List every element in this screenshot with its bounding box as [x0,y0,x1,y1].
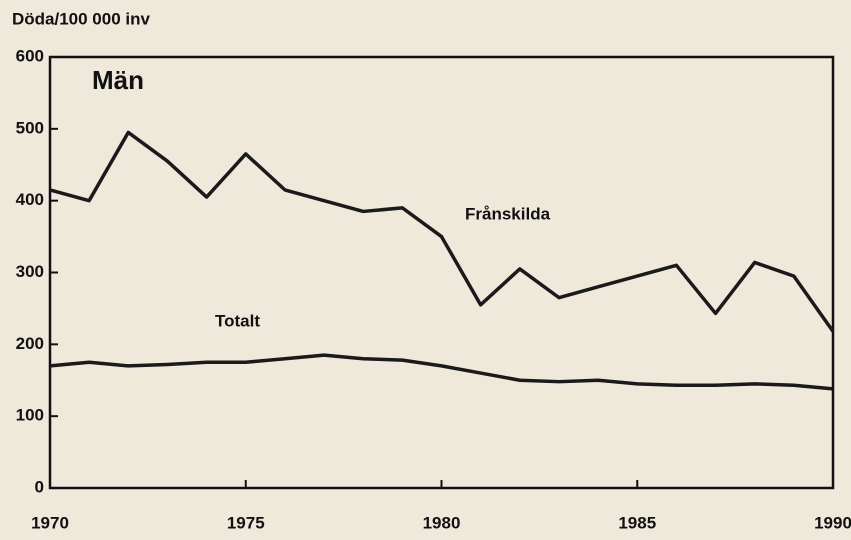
y-tick-label: 500 [16,118,44,137]
series-label: Frånskilda [465,204,551,223]
y-tick-label: 0 [35,477,44,496]
x-tick-label: 1980 [423,513,461,532]
x-tick-label: 1990 [814,513,851,532]
series-label: Totalt [215,311,260,330]
y-axis-label: Döda/100 000 inv [12,9,151,28]
line [49,353,834,391]
chart-title: Män [92,65,144,95]
x-tick-label: 1970 [31,513,69,532]
y-tick-label: 400 [16,190,44,209]
line [49,130,835,333]
y-tick-label: 200 [16,334,44,353]
x-tick-label: 1975 [227,513,265,532]
y-tick-label: 600 [16,46,44,65]
y-tick-label: 100 [16,406,44,425]
x-tick-label: 1985 [618,513,656,532]
y-tick-label: 300 [16,262,44,281]
